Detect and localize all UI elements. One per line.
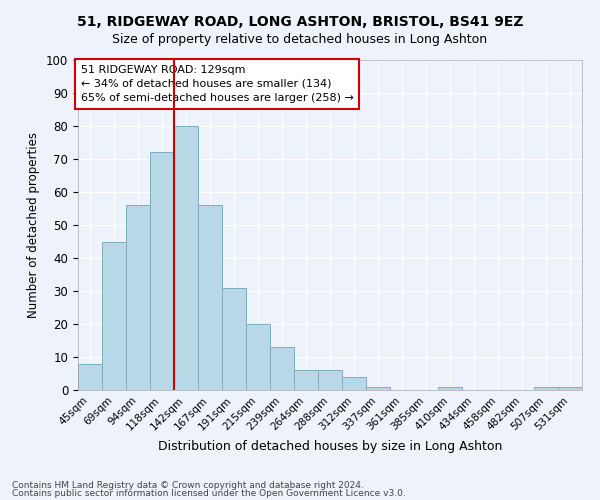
Bar bbox=[150, 152, 174, 390]
Bar bbox=[558, 386, 582, 390]
Bar bbox=[174, 126, 198, 390]
Bar bbox=[438, 386, 462, 390]
Bar bbox=[366, 386, 390, 390]
Bar bbox=[534, 386, 558, 390]
Bar bbox=[102, 242, 126, 390]
Y-axis label: Number of detached properties: Number of detached properties bbox=[28, 132, 40, 318]
Text: 51 RIDGEWAY ROAD: 129sqm
← 34% of detached houses are smaller (134)
65% of semi-: 51 RIDGEWAY ROAD: 129sqm ← 34% of detach… bbox=[80, 65, 353, 103]
Text: Size of property relative to detached houses in Long Ashton: Size of property relative to detached ho… bbox=[112, 32, 488, 46]
Bar bbox=[342, 377, 366, 390]
Text: 51, RIDGEWAY ROAD, LONG ASHTON, BRISTOL, BS41 9EZ: 51, RIDGEWAY ROAD, LONG ASHTON, BRISTOL,… bbox=[77, 15, 523, 29]
Bar bbox=[78, 364, 102, 390]
Bar bbox=[126, 205, 150, 390]
X-axis label: Distribution of detached houses by size in Long Ashton: Distribution of detached houses by size … bbox=[158, 440, 502, 453]
Bar bbox=[294, 370, 318, 390]
Bar bbox=[270, 347, 294, 390]
Bar bbox=[222, 288, 246, 390]
Text: Contains HM Land Registry data © Crown copyright and database right 2024.: Contains HM Land Registry data © Crown c… bbox=[12, 480, 364, 490]
Bar bbox=[246, 324, 270, 390]
Text: Contains public sector information licensed under the Open Government Licence v3: Contains public sector information licen… bbox=[12, 489, 406, 498]
Bar bbox=[198, 205, 222, 390]
Bar bbox=[318, 370, 342, 390]
